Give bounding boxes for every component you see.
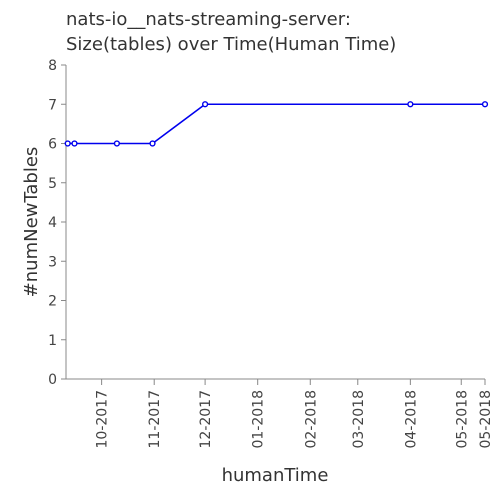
data-point (202, 101, 209, 108)
series-layer (64, 101, 489, 147)
x-axis-ticks: 10-2017 11-2017 12-2017 01-2018 02-2018 03-20… (95, 379, 494, 449)
y-tick-label: 8 (48, 58, 57, 74)
series-line (67, 103, 485, 145)
data-point (481, 101, 489, 108)
y-tick-label: 5 (48, 176, 57, 192)
data-point (149, 140, 156, 147)
y-tick-label: 3 (48, 254, 57, 270)
chart-title-line-2: Size(tables) over Time(Human Time) (66, 34, 396, 55)
x-tick-label: 05-2018 (454, 390, 470, 449)
data-point (407, 101, 414, 108)
y-tick-label: 7 (48, 97, 57, 113)
x-tick-label: 04-2018 (403, 390, 419, 449)
x-tick-label: 05-2018 (478, 390, 494, 449)
y-axis-label: #numNewTables (21, 147, 42, 298)
y-tick-label: 6 (48, 137, 57, 153)
data-point (71, 140, 78, 147)
x-tick-label: 02-2018 (303, 390, 319, 449)
y-tick-label: 2 (48, 294, 57, 310)
x-tick-label: 01-2018 (251, 390, 267, 449)
x-axis-label: humanTime (222, 465, 329, 486)
x-tick-label: 12-2017 (198, 390, 214, 449)
x-tick-label: 03-2018 (351, 390, 367, 449)
data-point (113, 140, 120, 147)
y-tick-label: 1 (48, 333, 57, 349)
y-tick-label: 0 (48, 372, 57, 388)
x-tick-label: 10-2017 (95, 390, 111, 449)
y-tick-label: 4 (48, 215, 57, 231)
x-tick-label: 11-2017 (147, 390, 163, 449)
chart-title-line-1: nats-io__nats-streaming-server: (66, 9, 351, 30)
data-point (64, 140, 71, 147)
y-axis-ticks: 0 1 2 3 4 5 6 7 8 (48, 58, 66, 388)
